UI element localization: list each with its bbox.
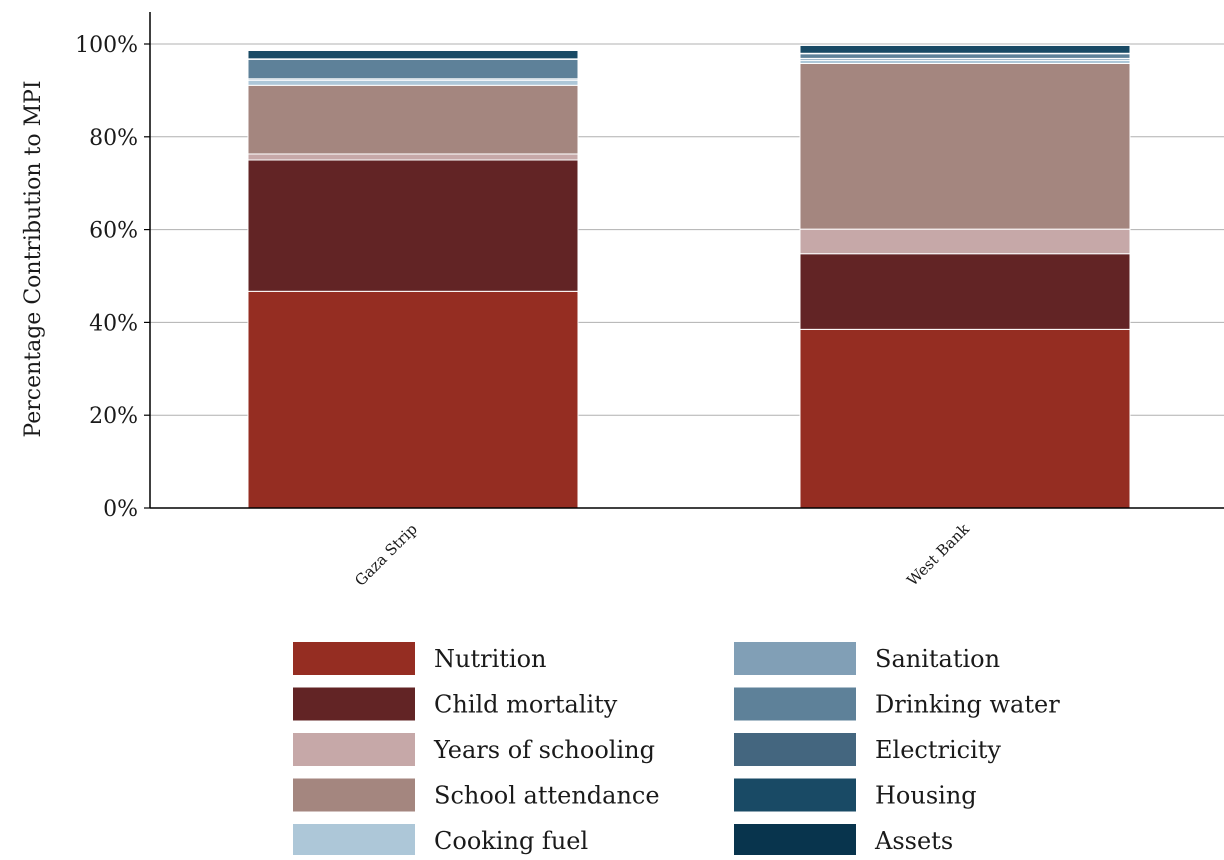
bar-segment-drinking-water	[800, 54, 1130, 59]
legend-swatch	[734, 779, 856, 812]
legend-swatch	[293, 642, 415, 675]
bar-segment-school-attendance	[800, 63, 1130, 229]
legend-label: Years of schooling	[433, 736, 655, 764]
x-tick-label: Gaza Strip	[351, 520, 421, 590]
legend-swatch	[734, 642, 856, 675]
legend: Nutrition Child mortality Years of schooli…	[293, 642, 1060, 855]
legend-label: Nutrition	[434, 645, 546, 673]
bar-segment-housing	[248, 50, 578, 58]
y-tick-label: 40%	[89, 311, 138, 336]
bar-segment-housing	[800, 45, 1130, 53]
legend-label: School attendance	[434, 782, 660, 810]
legend-swatch	[734, 824, 856, 855]
y-tick-label: 20%	[89, 404, 138, 429]
legend-swatch	[293, 733, 415, 766]
bar-segment-child-mortality	[800, 254, 1130, 330]
bar-segment-years-of-schooling	[800, 229, 1130, 254]
bar-segment-school-attendance	[248, 85, 578, 154]
legend-swatch	[734, 688, 856, 721]
y-tick-label: 60%	[89, 219, 138, 244]
y-axis-label: Percentage Contribution to MPI	[21, 80, 46, 437]
legend-swatch	[734, 733, 856, 766]
bars	[248, 45, 1130, 508]
bar-segment-years-of-schooling	[248, 154, 578, 160]
y-tick-label: 80%	[89, 126, 138, 151]
legend-swatch	[293, 779, 415, 812]
bar-segment-child-mortality	[248, 160, 578, 291]
legend-swatch	[293, 824, 415, 855]
y-tick-label: 0%	[103, 497, 138, 522]
legend-label: Housing	[875, 782, 977, 810]
bar-segment-cooking-fuel	[248, 80, 578, 85]
legend-label: Cooking fuel	[434, 827, 588, 855]
x-tick-label: West Bank	[903, 519, 973, 589]
legend-label: Child mortality	[434, 691, 618, 719]
legend-label: Assets	[874, 827, 953, 855]
bar-segment-drinking-water	[248, 59, 578, 78]
bar-segment-nutrition	[800, 329, 1130, 508]
legend-label: Drinking water	[875, 691, 1060, 719]
y-tick-label: 100%	[75, 33, 138, 58]
bar-segment-nutrition	[248, 291, 578, 508]
legend-label: Sanitation	[875, 645, 1000, 673]
legend-swatch	[293, 688, 415, 721]
legend-label: Electricity	[875, 736, 1001, 764]
